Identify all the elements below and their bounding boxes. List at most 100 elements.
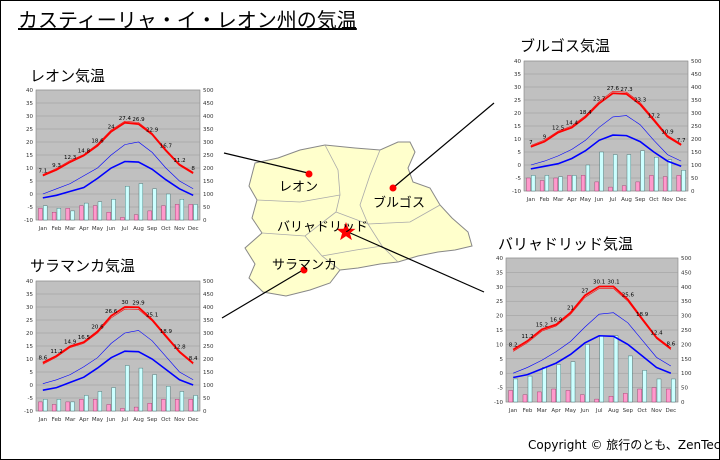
x-tick-label: Jan <box>508 408 518 414</box>
y2-tick-label: 350 <box>203 127 214 133</box>
max-temp-line <box>530 92 682 148</box>
precip-bar <box>152 188 157 221</box>
y-tick-label: 35 <box>514 72 521 78</box>
precip-bar <box>556 364 561 403</box>
data-label: 8.6 <box>38 356 47 362</box>
y2-tick-label: 450 <box>203 292 214 298</box>
days-bar <box>133 214 139 221</box>
min-temp-line <box>530 134 682 170</box>
y2-tick-label: 300 <box>203 140 214 146</box>
precip-bar <box>70 210 75 221</box>
data-label: 12.4 <box>650 330 663 336</box>
precip-bar <box>671 378 676 403</box>
y-tick-label: 0 <box>500 371 504 377</box>
max-temp-line <box>42 306 194 364</box>
precip-bar <box>97 391 103 412</box>
y2-tick-label: 200 <box>203 166 214 172</box>
x-tick-label: Nov <box>174 226 185 232</box>
precip-bar <box>138 183 144 221</box>
salamanca-marker[interactable] <box>300 266 308 274</box>
x-tick-label: Dec <box>676 197 687 203</box>
capital-star-icon[interactable] <box>336 222 356 241</box>
x-tick-label: Nov <box>174 417 185 423</box>
y2-tick-label: 350 <box>681 299 692 305</box>
y2-tick-label: 300 <box>203 331 214 337</box>
data-label: 8.2 <box>509 343 518 349</box>
y2-tick-label: 50 <box>681 386 688 392</box>
precip-bar <box>43 205 48 221</box>
y2-tick-label: 350 <box>691 98 702 104</box>
x-tick-label: Oct <box>637 408 647 414</box>
data-label: 26.9 <box>132 117 145 123</box>
y2-tick-label: 400 <box>203 305 214 311</box>
precip-bar <box>626 154 632 192</box>
data-label: 18.6 <box>91 139 104 145</box>
x-tick-label: Feb <box>52 226 62 232</box>
y-tick-label: 35 <box>26 292 33 298</box>
days-bar <box>65 208 70 221</box>
days-bar <box>635 181 640 192</box>
min-temp-line <box>513 334 672 379</box>
data-label: 11.2 <box>173 158 185 164</box>
min-temp-alt-line <box>530 115 682 166</box>
max-temp-line <box>42 121 194 177</box>
precip-bar <box>138 367 144 412</box>
y-tick-label: 25 <box>496 299 503 305</box>
data-label: 27.3 <box>620 87 633 93</box>
precip-bar <box>179 391 185 412</box>
y2-tick-label: 500 <box>203 279 214 285</box>
burgos-marker[interactable] <box>389 184 397 192</box>
leon-marker[interactable] <box>305 170 313 178</box>
x-tick-label: Jan <box>526 197 536 203</box>
y-tick-label: 30 <box>26 305 33 311</box>
y2-tick-label: 200 <box>203 357 214 363</box>
days-bar <box>51 404 57 412</box>
days-bar <box>594 398 599 403</box>
precip-bar <box>84 202 89 221</box>
data-label: 14.8 <box>78 149 91 155</box>
days-bar <box>174 204 180 221</box>
y2-tick-label: 350 <box>203 318 214 324</box>
y-tick-label: 5 <box>30 179 34 185</box>
precip-bar <box>599 151 604 192</box>
days-bar <box>51 211 57 221</box>
city-label-salamanca[interactable]: サラマンカ <box>272 258 338 273</box>
y-tick-label: 15 <box>496 328 503 334</box>
days-bar <box>38 208 43 221</box>
y-tick-label: 20 <box>496 314 503 320</box>
precip-bar <box>613 335 619 403</box>
city-label-valladolid[interactable]: バリャドリッド <box>277 220 369 235</box>
days-bar <box>522 394 528 403</box>
days-bar <box>79 205 84 221</box>
x-tick-label: Dec <box>666 408 677 414</box>
days-bar <box>508 390 513 403</box>
y2-tick-label: 500 <box>681 256 692 262</box>
data-label: 21 <box>567 306 574 312</box>
y-tick-label: 5 <box>518 150 522 156</box>
days-bar <box>526 177 531 192</box>
days-bar <box>651 387 657 403</box>
x-tick-label: Jan <box>38 226 48 232</box>
days-bar <box>79 399 84 412</box>
data-label: 18.4 <box>579 110 592 116</box>
y-tick-label: 15 <box>26 153 33 159</box>
days-bar <box>133 406 139 412</box>
city-label-burgos[interactable]: ブルゴス <box>373 196 426 211</box>
x-tick-label: Aug <box>133 226 144 232</box>
precip-bar <box>544 175 550 192</box>
chart-valladolid: -10-505101520253035400501001502002503003… <box>494 256 692 414</box>
data-label: 12.5 <box>552 126 565 132</box>
y-tick-label: 20 <box>26 331 33 337</box>
data-label: 10.9 <box>661 130 674 136</box>
y-tick-label: 35 <box>26 101 33 107</box>
city-label-leon[interactable]: レオン <box>279 180 319 195</box>
precip-bar <box>152 374 157 412</box>
y-tick-label: -5 <box>28 396 34 402</box>
y2-tick-label: 300 <box>691 111 702 117</box>
days-bar <box>676 175 681 192</box>
precip-bar <box>599 335 604 403</box>
data-label: 27.6 <box>607 86 620 92</box>
x-tick-label: Jun <box>106 417 116 423</box>
copyright-text: Copyright © 旅行のとも、ZenTech <box>528 438 720 452</box>
x-tick-label: Aug <box>621 197 632 203</box>
